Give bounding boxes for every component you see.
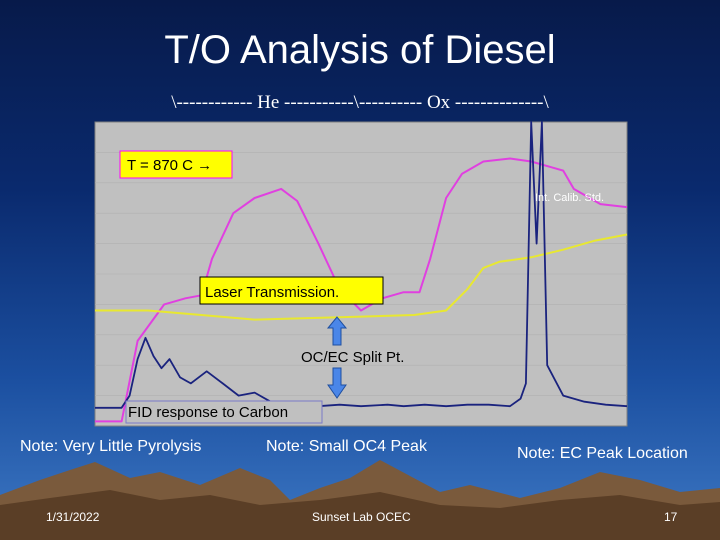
footer-date: 1/31/2022	[46, 510, 100, 524]
fid-label: FID response to Carbon	[128, 404, 288, 421]
laser-label: Laser Transmission.	[205, 284, 339, 301]
calib-label: Int. Calib. Std.	[535, 192, 604, 204]
fid-series-line	[95, 121, 628, 409]
fid-label-box	[125, 400, 323, 424]
footer-page: 17	[664, 510, 678, 524]
footer-center: Sunset Lab OCEC	[312, 510, 411, 524]
note-pyrolysis: Note: Very Little Pyrolysis	[20, 438, 202, 455]
split-arrow-up	[326, 316, 348, 346]
laser-label-box	[199, 276, 384, 305]
temperature-label: T = 870 C →	[127, 157, 212, 174]
mountain-decoration	[0, 460, 720, 540]
split-arrow-down	[327, 367, 347, 399]
slide-title: T/O Analysis of Diesel	[164, 28, 556, 72]
temperature-label-box	[119, 150, 233, 179]
note-ec-peak: Note: EC Peak Location	[517, 445, 688, 462]
note-oc4: Note: Small OC4 Peak	[266, 438, 427, 455]
phase-banner: \------------ He -----------\---------- …	[171, 92, 549, 113]
laser-series-line	[95, 233, 628, 321]
plot-grid	[95, 152, 627, 396]
split-label: OC/EC Split Pt.	[301, 349, 404, 366]
